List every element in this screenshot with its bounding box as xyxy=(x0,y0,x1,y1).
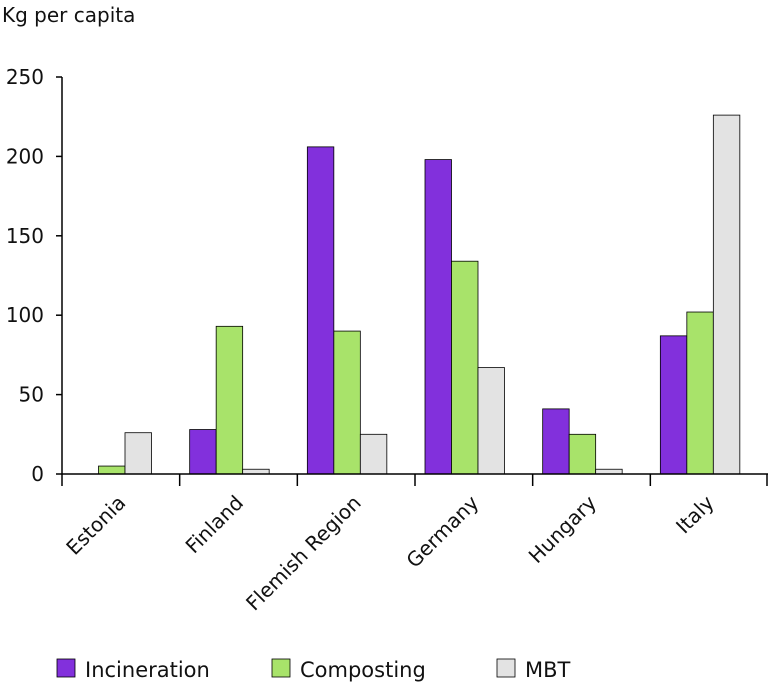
x-tick-label: Hungary xyxy=(524,490,601,567)
y-tick-label: 50 xyxy=(19,383,44,407)
bar-mbt xyxy=(124,432,152,475)
legend-label: Incineration xyxy=(85,658,210,682)
x-tick-label: Flemish Region xyxy=(241,491,366,616)
bar-composting xyxy=(98,465,126,475)
legend-swatch xyxy=(496,658,516,678)
bar-composting xyxy=(333,330,361,475)
y-axis: 0 50 100 150 200 250 xyxy=(6,65,63,486)
bar-incineration xyxy=(189,429,217,475)
legend-swatch xyxy=(56,658,76,678)
y-tick-label: 200 xyxy=(6,144,44,168)
bar-mbt xyxy=(712,114,741,475)
plot-area xyxy=(98,114,741,475)
y-tick-label: 250 xyxy=(6,65,44,89)
x-tick-label: Italy xyxy=(671,490,719,538)
bar-incineration xyxy=(424,159,452,475)
bar-incineration xyxy=(542,408,570,475)
x-tick-label: Finland xyxy=(181,491,249,559)
bar-composting xyxy=(215,325,244,475)
x-tick-label: Germany xyxy=(401,490,483,572)
y-tick-label: 0 xyxy=(31,462,44,486)
y-axis-label: Kg per capita xyxy=(2,3,135,27)
legend-label: MBT xyxy=(525,658,571,682)
bar-composting xyxy=(568,433,597,475)
legend: Incineration Composting MBT xyxy=(56,658,571,682)
y-tick-label: 100 xyxy=(6,303,44,327)
bar-mbt xyxy=(477,367,505,475)
bar-mbt xyxy=(359,433,388,475)
bar-incineration xyxy=(306,146,335,475)
x-tick-label: Estonia xyxy=(61,491,130,560)
legend-swatch xyxy=(271,658,291,678)
legend-label: Composting xyxy=(300,658,426,682)
y-tick-label: 150 xyxy=(6,224,44,248)
bar-incineration xyxy=(659,335,688,475)
bar-composting xyxy=(686,311,714,475)
bar-composting xyxy=(451,260,479,475)
